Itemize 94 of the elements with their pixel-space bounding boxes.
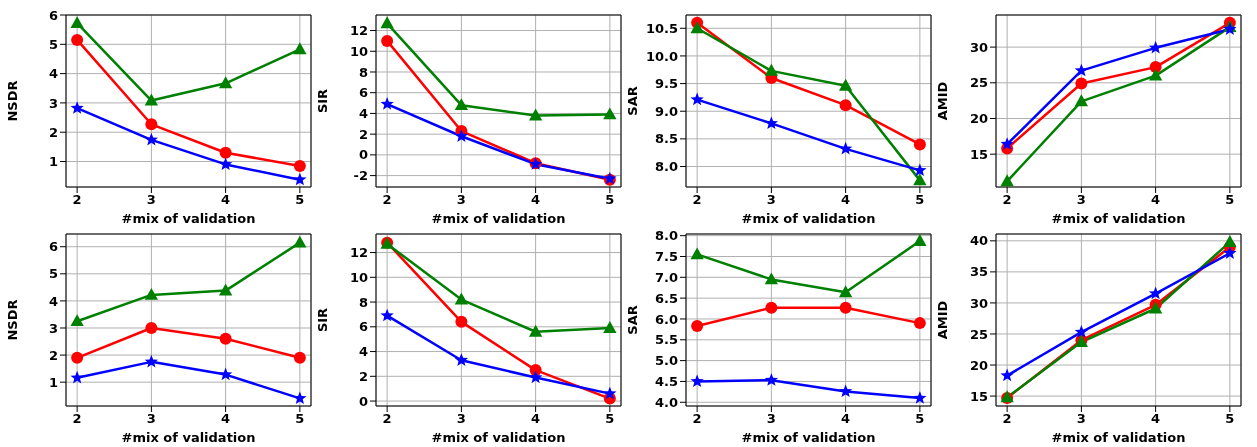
- x-axis-title: #mix of validation: [121, 211, 256, 226]
- y-tick-label: 2: [48, 347, 58, 363]
- y-tick-label: 25: [969, 75, 988, 91]
- y-tick-label: 5: [48, 266, 58, 282]
- x-tick-label: 2: [72, 192, 82, 208]
- x-tick-label: 4: [221, 411, 231, 427]
- y-tick-label: 20: [969, 111, 988, 127]
- x-tick-label: 2: [692, 192, 702, 208]
- y-tick-label: 8: [358, 64, 368, 80]
- x-axis-title: #mix of validation: [1051, 211, 1186, 226]
- y-tick-label: 5.5: [654, 332, 678, 348]
- y-tick-label: 8.0: [654, 228, 678, 244]
- y-tick-label: 4: [358, 106, 368, 122]
- x-tick-label: 2: [692, 411, 702, 427]
- y-tick-label: 9.5: [654, 76, 678, 92]
- x-tick-label: 4: [221, 192, 231, 208]
- y-tick-label: 8.0: [654, 159, 678, 175]
- x-axis-title: #mix of validation: [741, 211, 876, 226]
- y-tick-label: 5.0: [654, 353, 678, 369]
- y-tick-label: 4.5: [654, 374, 678, 390]
- x-tick-label: 2: [382, 192, 392, 208]
- y-tick-label: 6: [358, 85, 368, 101]
- y-tick-label: 25: [969, 326, 988, 342]
- x-tick-label: 5: [295, 192, 305, 208]
- x-tick-label: 3: [456, 411, 466, 427]
- y-tick-label: 12: [349, 245, 368, 261]
- y-tick-label: 8.5: [654, 131, 678, 147]
- y-tick-label: 0: [358, 147, 368, 163]
- x-tick-label: 5: [915, 192, 925, 208]
- y-tick-label: 10.5: [645, 20, 678, 36]
- x-tick-label: 3: [146, 192, 156, 208]
- y-tick-label: 5: [48, 36, 58, 52]
- x-axis-title: #mix of validation: [741, 430, 876, 445]
- y-tick-label: 40: [969, 233, 988, 249]
- x-axis-title: #mix of validation: [431, 211, 566, 226]
- y-tick-label: 15: [969, 146, 988, 162]
- x-tick-label: 3: [1076, 411, 1086, 427]
- x-tick-label: 2: [1002, 192, 1012, 208]
- x-tick-label: 5: [295, 411, 305, 427]
- y-tick-label: 9.0: [654, 103, 678, 119]
- y-tick-label: 15: [969, 388, 988, 404]
- x-tick-label: 3: [766, 411, 776, 427]
- x-tick-label: 5: [915, 411, 925, 427]
- y-axis-title: AMID: [934, 300, 950, 340]
- y-tick-label: 10: [349, 43, 368, 59]
- x-tick-label: 3: [1076, 192, 1086, 208]
- y-tick-label: 2: [48, 124, 58, 140]
- y-tick-label: 30: [969, 39, 988, 55]
- y-tick-label: 6: [48, 239, 58, 255]
- y-tick-label: 6.5: [654, 290, 678, 306]
- y-tick-label: 10: [349, 269, 368, 285]
- y-tick-label: 10.0: [645, 48, 678, 64]
- x-tick-label: 4: [841, 192, 851, 208]
- y-tick-label: 3: [48, 320, 58, 336]
- y-tick-label: 0: [358, 393, 368, 409]
- x-tick-label: 4: [1151, 411, 1161, 427]
- y-tick-label: 4: [358, 344, 368, 360]
- y-tick-label: 30: [969, 295, 988, 311]
- x-tick-label: 5: [1225, 192, 1235, 208]
- y-tick-label: 6.0: [654, 311, 678, 327]
- x-tick-label: 5: [1225, 411, 1235, 427]
- y-tick-label: 2: [358, 368, 368, 384]
- y-tick-label: -2: [353, 168, 368, 184]
- y-tick-label: 4.0: [654, 394, 678, 410]
- y-tick-label: 7.5: [654, 249, 678, 265]
- x-tick-label: 3: [146, 411, 156, 427]
- x-tick-label: 3: [766, 192, 776, 208]
- y-tick-label: 8: [358, 294, 368, 310]
- y-tick-label: 1: [48, 374, 58, 390]
- x-axis-title: #mix of validation: [121, 430, 256, 445]
- y-tick-label: 12: [349, 23, 368, 39]
- y-tick-label: 4: [48, 66, 58, 82]
- x-tick-label: 5: [605, 192, 615, 208]
- x-tick-label: 5: [605, 411, 615, 427]
- y-tick-label: 6: [358, 319, 368, 335]
- y-tick-label: 1: [48, 154, 58, 170]
- y-tick-label: 20: [969, 357, 988, 373]
- y-tick-label: 6: [48, 7, 58, 23]
- x-tick-label: 4: [531, 192, 541, 208]
- x-tick-label: 2: [1002, 411, 1012, 427]
- y-tick-label: 35: [969, 264, 988, 280]
- y-tick-label: 3: [48, 95, 58, 111]
- x-tick-label: 4: [841, 411, 851, 427]
- y-tick-label: 2: [358, 126, 368, 142]
- y-tick-label: 7.0: [654, 269, 678, 285]
- y-axis-title: AMID: [934, 81, 950, 121]
- x-tick-label: 2: [382, 411, 392, 427]
- x-axis-title: #mix of validation: [1051, 430, 1186, 445]
- x-axis-title: #mix of validation: [431, 430, 566, 445]
- x-tick-label: 3: [456, 192, 466, 208]
- x-tick-label: 4: [531, 411, 541, 427]
- x-tick-label: 4: [1151, 192, 1161, 208]
- x-tick-label: 2: [72, 411, 82, 427]
- y-tick-label: 4: [48, 293, 58, 309]
